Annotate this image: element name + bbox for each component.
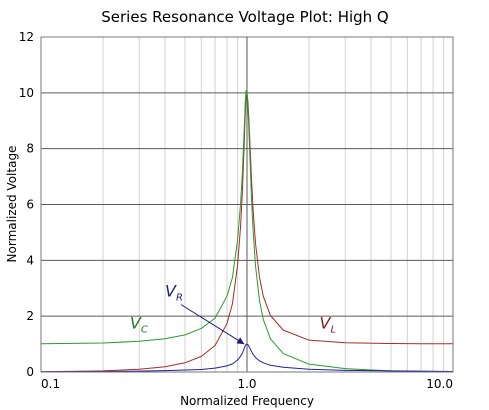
series-group (40, 90, 454, 373)
series-line-vr (40, 343, 454, 373)
series-label-vc: VC (130, 314, 148, 336)
plot-frame (40, 36, 454, 373)
series-label-vl: VL (320, 314, 337, 336)
x-axis-label: Normalized Frequency (180, 394, 314, 408)
y-tick-label: 4 (26, 253, 34, 267)
chart-title: Series Resonance Voltage Plot: High Q (101, 8, 389, 26)
tick-labels: 0 2 4 6 8 10 12 0.1 1.0 10.0 (19, 30, 453, 391)
y-tick-label: 2 (26, 309, 34, 323)
y-tick-label: 0 (26, 365, 34, 379)
annotation-arrow-line (180, 304, 245, 345)
annotations: VL VC VR (130, 282, 337, 345)
x-tick-label: 0.1 (41, 377, 60, 391)
y-tick-label: 8 (26, 142, 34, 156)
series-label-vr: VR (165, 282, 183, 304)
y-tick-label: 10 (19, 86, 34, 100)
y-tick-label: 12 (19, 30, 34, 44)
x-tick-label: 10.0 (426, 377, 453, 391)
y-axis-label: Normalized Voltage (5, 146, 19, 263)
annotation-arrowhead (236, 337, 245, 345)
grid (41, 36, 453, 373)
y-tick-label: 6 (26, 198, 34, 212)
x-tick-label: 1.0 (237, 377, 256, 391)
series-line-vc (40, 90, 454, 373)
